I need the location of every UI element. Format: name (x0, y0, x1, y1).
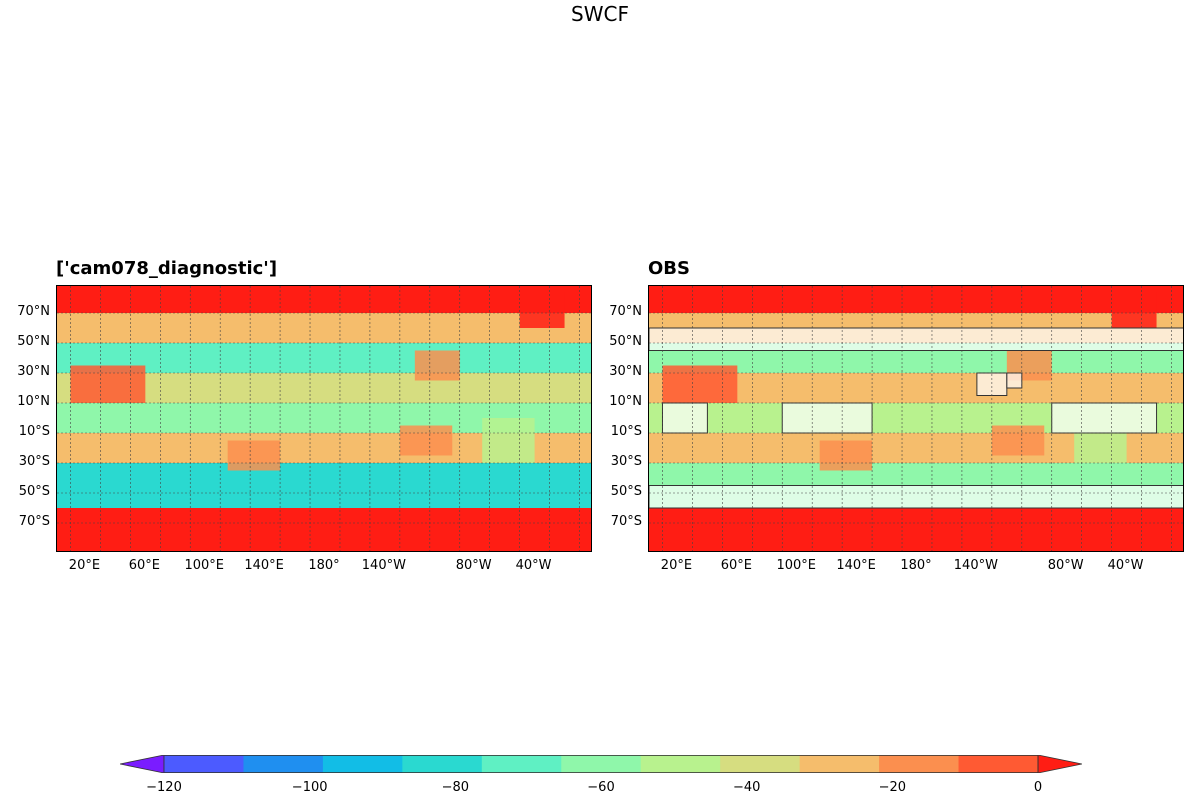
colorbar-segment-11 (958, 755, 1039, 773)
colorbar-tick-label: −120 (146, 780, 182, 795)
colorbar-segment-2 (243, 755, 324, 773)
field-patch-1 (662, 365, 738, 403)
overlay-region-3 (1051, 402, 1158, 434)
field-band-1 (57, 313, 591, 343)
lat-tick-label: 50°S (610, 484, 642, 499)
panel-title-obs: OBS (648, 258, 690, 279)
overlay-region-1 (649, 485, 1183, 509)
colorbar-segment-5 (481, 755, 562, 773)
colorbar-tick-label: −80 (441, 780, 470, 795)
lat-tick-label: 10°N (609, 394, 642, 409)
field-band-7 (57, 508, 591, 551)
map-panel-model (56, 285, 592, 552)
field-patch-5 (399, 425, 453, 456)
field-band-3 (57, 373, 591, 403)
colorbar-segment-6 (561, 755, 642, 773)
lon-tick-label: 60°E (128, 558, 160, 573)
colorbar-segment-3 (322, 755, 403, 773)
overlay-region-5 (976, 372, 1008, 396)
lat-tick-label: 70°S (610, 514, 642, 529)
overlay-region-2 (781, 402, 873, 434)
lon-tick-label: 100°E (776, 558, 816, 573)
field-patch-2 (819, 440, 873, 471)
colorbar-border (163, 755, 1039, 773)
colorbar-tick-label: −40 (732, 780, 761, 795)
colorbar-segment-7 (640, 755, 721, 773)
field-patch-4 (482, 418, 535, 463)
colorbar-extend-max (1037, 755, 1082, 773)
lon-tick-label: 20°E (660, 558, 693, 573)
field-band-3 (649, 373, 1183, 403)
lon-tick-label: 20°E (68, 558, 101, 573)
lon-tick-label: 80°W (1047, 558, 1084, 573)
colorbar-segment-4 (402, 755, 483, 773)
colorbar (120, 755, 1082, 773)
field-band-0 (649, 286, 1183, 313)
panel-title-model: ['cam078_diagnostic'] (56, 258, 278, 279)
field-patch-3 (414, 350, 460, 381)
field-band-2 (57, 343, 591, 373)
lat-tick-label: 30°S (18, 454, 50, 469)
lat-tick-label: 50°S (18, 484, 50, 499)
field-patch-1 (70, 365, 146, 403)
lon-tick-label: 140°W (361, 558, 406, 573)
field-patch-2 (227, 440, 281, 471)
lon-tick-label: 100°E (184, 558, 224, 573)
obs-heatmap (649, 286, 1183, 551)
lon-tick-label: 80°W (455, 558, 492, 573)
overlay-region-0 (649, 327, 1183, 351)
lon-tick-label: 40°W (1107, 558, 1144, 573)
overlay-region-4 (661, 402, 708, 434)
lat-tick-label: 10°S (610, 424, 642, 439)
colorbar-segment-8 (720, 755, 801, 773)
field-patch-0 (1111, 292, 1157, 328)
model-heatmap (57, 286, 591, 551)
field-band-0 (57, 286, 591, 313)
lat-tick-label: 70°N (17, 304, 50, 319)
lon-tick-label: 180° (900, 558, 932, 573)
lat-tick-label: 30°S (610, 454, 642, 469)
colorbar-tick-label: −100 (291, 780, 328, 795)
lon-tick-label: 140°E (836, 558, 876, 573)
lon-tick-label: 40°W (515, 558, 552, 573)
lat-tick-label: 70°N (609, 304, 642, 319)
field-patch-0 (519, 292, 565, 328)
field-band-6 (57, 463, 591, 508)
colorbar-segment-9 (799, 755, 880, 773)
overlay-region-6 (1006, 372, 1023, 389)
lon-tick-label: 140°W (953, 558, 998, 573)
lat-tick-label: 10°N (17, 394, 50, 409)
lat-tick-label: 50°N (17, 334, 50, 349)
colorbar-segment-1 (164, 755, 244, 773)
colorbar-segment-10 (879, 755, 960, 773)
colorbar-tick-label: −20 (878, 780, 907, 795)
colorbar-tick-label: −60 (587, 780, 615, 795)
lat-tick-label: 30°N (17, 364, 50, 379)
lat-tick-label: 70°S (18, 514, 50, 529)
field-patch-5 (991, 425, 1045, 456)
colorbar-extend-min (120, 755, 165, 773)
figure-title: SWCF (571, 2, 629, 26)
lat-tick-label: 50°N (609, 334, 642, 349)
lat-tick-label: 30°N (609, 364, 642, 379)
lon-tick-label: 180° (308, 558, 340, 573)
colorbar-tick-label: 0 (1033, 780, 1043, 795)
lat-tick-label: 10°S (18, 424, 50, 439)
lon-tick-label: 140°E (244, 558, 284, 573)
field-band-7 (649, 508, 1183, 551)
map-panel-obs (648, 285, 1184, 552)
lon-tick-label: 60°E (720, 558, 752, 573)
